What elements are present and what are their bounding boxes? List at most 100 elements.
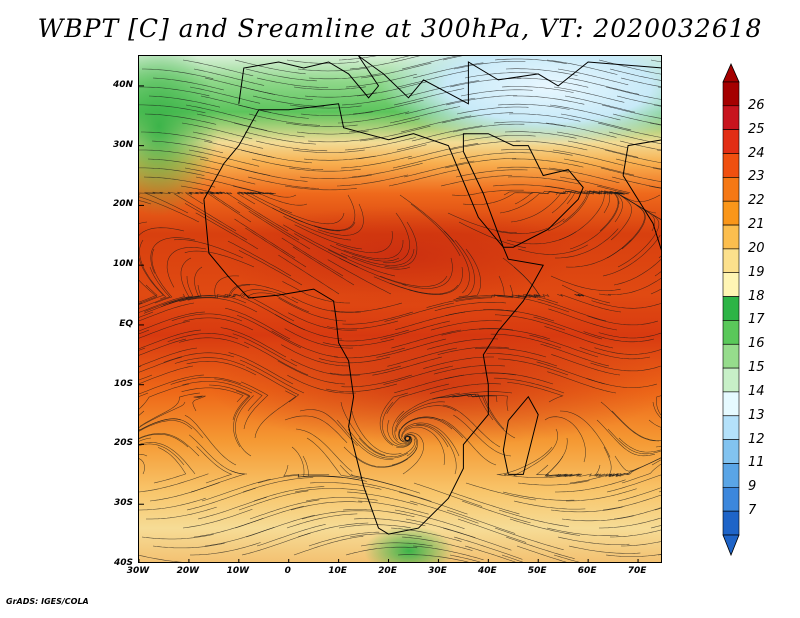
streamline — [139, 293, 186, 313]
streamline — [139, 453, 148, 457]
streamline — [483, 309, 555, 322]
europe-coastline — [238, 56, 661, 105]
streamline — [427, 338, 499, 350]
streamline — [252, 95, 325, 107]
streamline — [139, 196, 200, 223]
streamline — [501, 86, 574, 93]
streamline — [394, 401, 446, 441]
colorbar-cell — [722, 81, 740, 107]
streamline — [401, 426, 445, 466]
streamline — [551, 190, 608, 214]
streamline — [182, 509, 253, 529]
streamline — [188, 149, 260, 167]
lon-tick-label: 20W — [176, 566, 200, 576]
colorbar-tick-label: 15 — [748, 360, 765, 376]
streamline — [412, 545, 484, 561]
streamline — [192, 131, 264, 149]
streamline — [139, 374, 153, 381]
streamline — [443, 230, 470, 294]
streamline — [533, 316, 603, 340]
streamline — [416, 423, 457, 475]
lat-tick-label: 30S — [113, 498, 133, 509]
colorbar-tick-label: 20 — [748, 240, 765, 256]
map-panel — [138, 55, 662, 563]
colorbar-tick-label: 24 — [748, 145, 765, 161]
streamline — [492, 184, 565, 190]
colorbar-cell — [722, 200, 740, 226]
streamline — [337, 111, 410, 124]
streamline — [586, 378, 658, 388]
streamline — [294, 488, 367, 493]
streamline — [339, 257, 407, 286]
streamline — [139, 401, 186, 428]
streamline — [338, 329, 410, 342]
streamline — [139, 365, 194, 384]
streamline — [150, 237, 196, 274]
streamline — [297, 473, 367, 482]
streamline — [193, 517, 264, 538]
lat-tick-label: 40S — [113, 558, 133, 568]
streamline — [597, 122, 661, 138]
streamline — [604, 149, 661, 163]
streamline — [621, 463, 661, 484]
streamline — [139, 473, 209, 493]
streamline — [605, 86, 661, 100]
streamline — [196, 446, 233, 484]
streamline — [255, 140, 328, 152]
streamline — [499, 295, 570, 313]
streamline — [278, 254, 340, 295]
streamline — [498, 509, 570, 527]
streamline — [327, 259, 392, 295]
streamline — [657, 86, 661, 88]
streamline — [617, 215, 660, 268]
streamline — [613, 507, 661, 520]
streamline — [326, 320, 399, 330]
streamline — [382, 401, 413, 447]
hot-band-north-tropics — [219, 206, 579, 306]
streamline — [587, 315, 659, 326]
streamline — [548, 308, 618, 331]
streamline — [403, 422, 460, 457]
colorbar-cell — [722, 177, 740, 202]
streamline — [411, 125, 483, 142]
streamline — [512, 158, 584, 168]
streamline — [452, 394, 505, 430]
colorbar-cell — [722, 463, 740, 488]
streamline — [139, 227, 185, 236]
streamline — [338, 524, 411, 529]
streamline — [455, 169, 528, 178]
streamline — [149, 482, 220, 502]
streamline — [620, 77, 661, 87]
streamline — [256, 77, 329, 88]
colorbar-cell — [722, 224, 740, 250]
streamline — [553, 554, 580, 562]
streamline — [608, 131, 661, 144]
lat-tick-label: 30N — [112, 139, 133, 150]
colorbar-cell — [722, 105, 740, 130]
streamline — [139, 167, 205, 176]
streamline — [139, 257, 164, 305]
streamline — [504, 473, 573, 478]
streamline — [398, 417, 453, 442]
streamline — [544, 185, 611, 195]
streamline — [656, 149, 661, 151]
streamline — [351, 410, 402, 455]
streamline — [569, 473, 631, 484]
streamline — [338, 56, 377, 61]
streamline — [512, 428, 558, 477]
streamline — [139, 104, 206, 114]
streamline — [461, 500, 531, 524]
streamline — [179, 294, 247, 304]
streamline — [609, 68, 661, 81]
colorbar-cell — [722, 367, 740, 393]
streamline — [349, 533, 422, 538]
streamline — [329, 365, 402, 375]
streamline — [184, 250, 255, 268]
streamline — [429, 383, 502, 394]
streamline — [330, 302, 403, 313]
colorbar-tick-label: 14 — [748, 383, 765, 399]
streamline — [290, 501, 363, 511]
streamline — [318, 356, 391, 364]
streamline — [353, 518, 426, 527]
streamline — [238, 250, 303, 286]
